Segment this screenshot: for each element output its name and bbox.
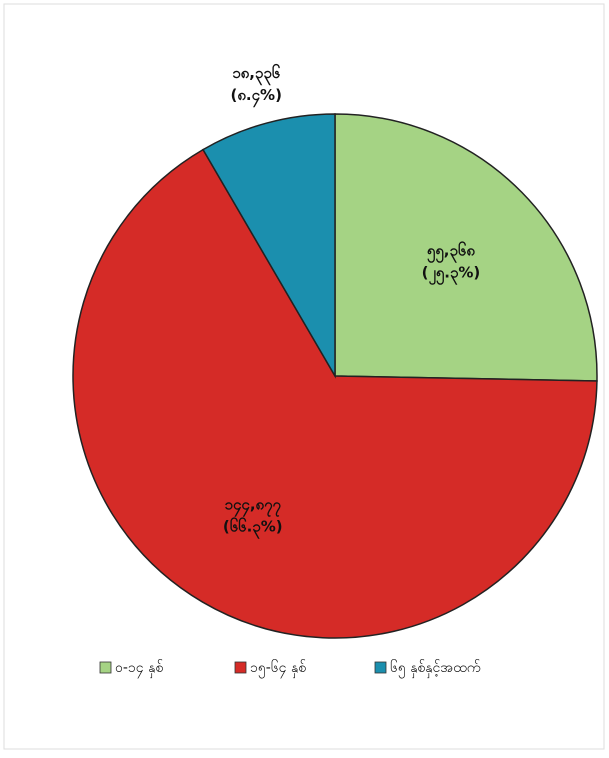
value-label: (၆၆.၃%)	[223, 517, 283, 540]
pie-slice	[334, 113, 598, 382]
pie-slice	[202, 113, 336, 379]
count-label: ၅၅,၃၆၈	[427, 241, 475, 264]
legend-label: ၆၅ နှစ်နှင့်အထက်	[390, 660, 481, 678]
legend-swatch	[99, 661, 112, 674]
legend-swatch	[374, 661, 387, 674]
pie-slice	[72, 148, 598, 639]
value-label: (၈.၄%)	[230, 86, 281, 108]
legend-label: ၀-၁၄ နှစ်	[115, 660, 163, 678]
legend-swatch	[234, 661, 247, 674]
legend-label: ၁၅-၆၄ နှစ်	[250, 660, 306, 678]
value-label: (၂၅.၃%)	[422, 264, 481, 286]
count-label: ၁၈,၃၃၆	[232, 63, 281, 86]
count-label: ၁၄၄,၈၇၇	[225, 496, 282, 518]
